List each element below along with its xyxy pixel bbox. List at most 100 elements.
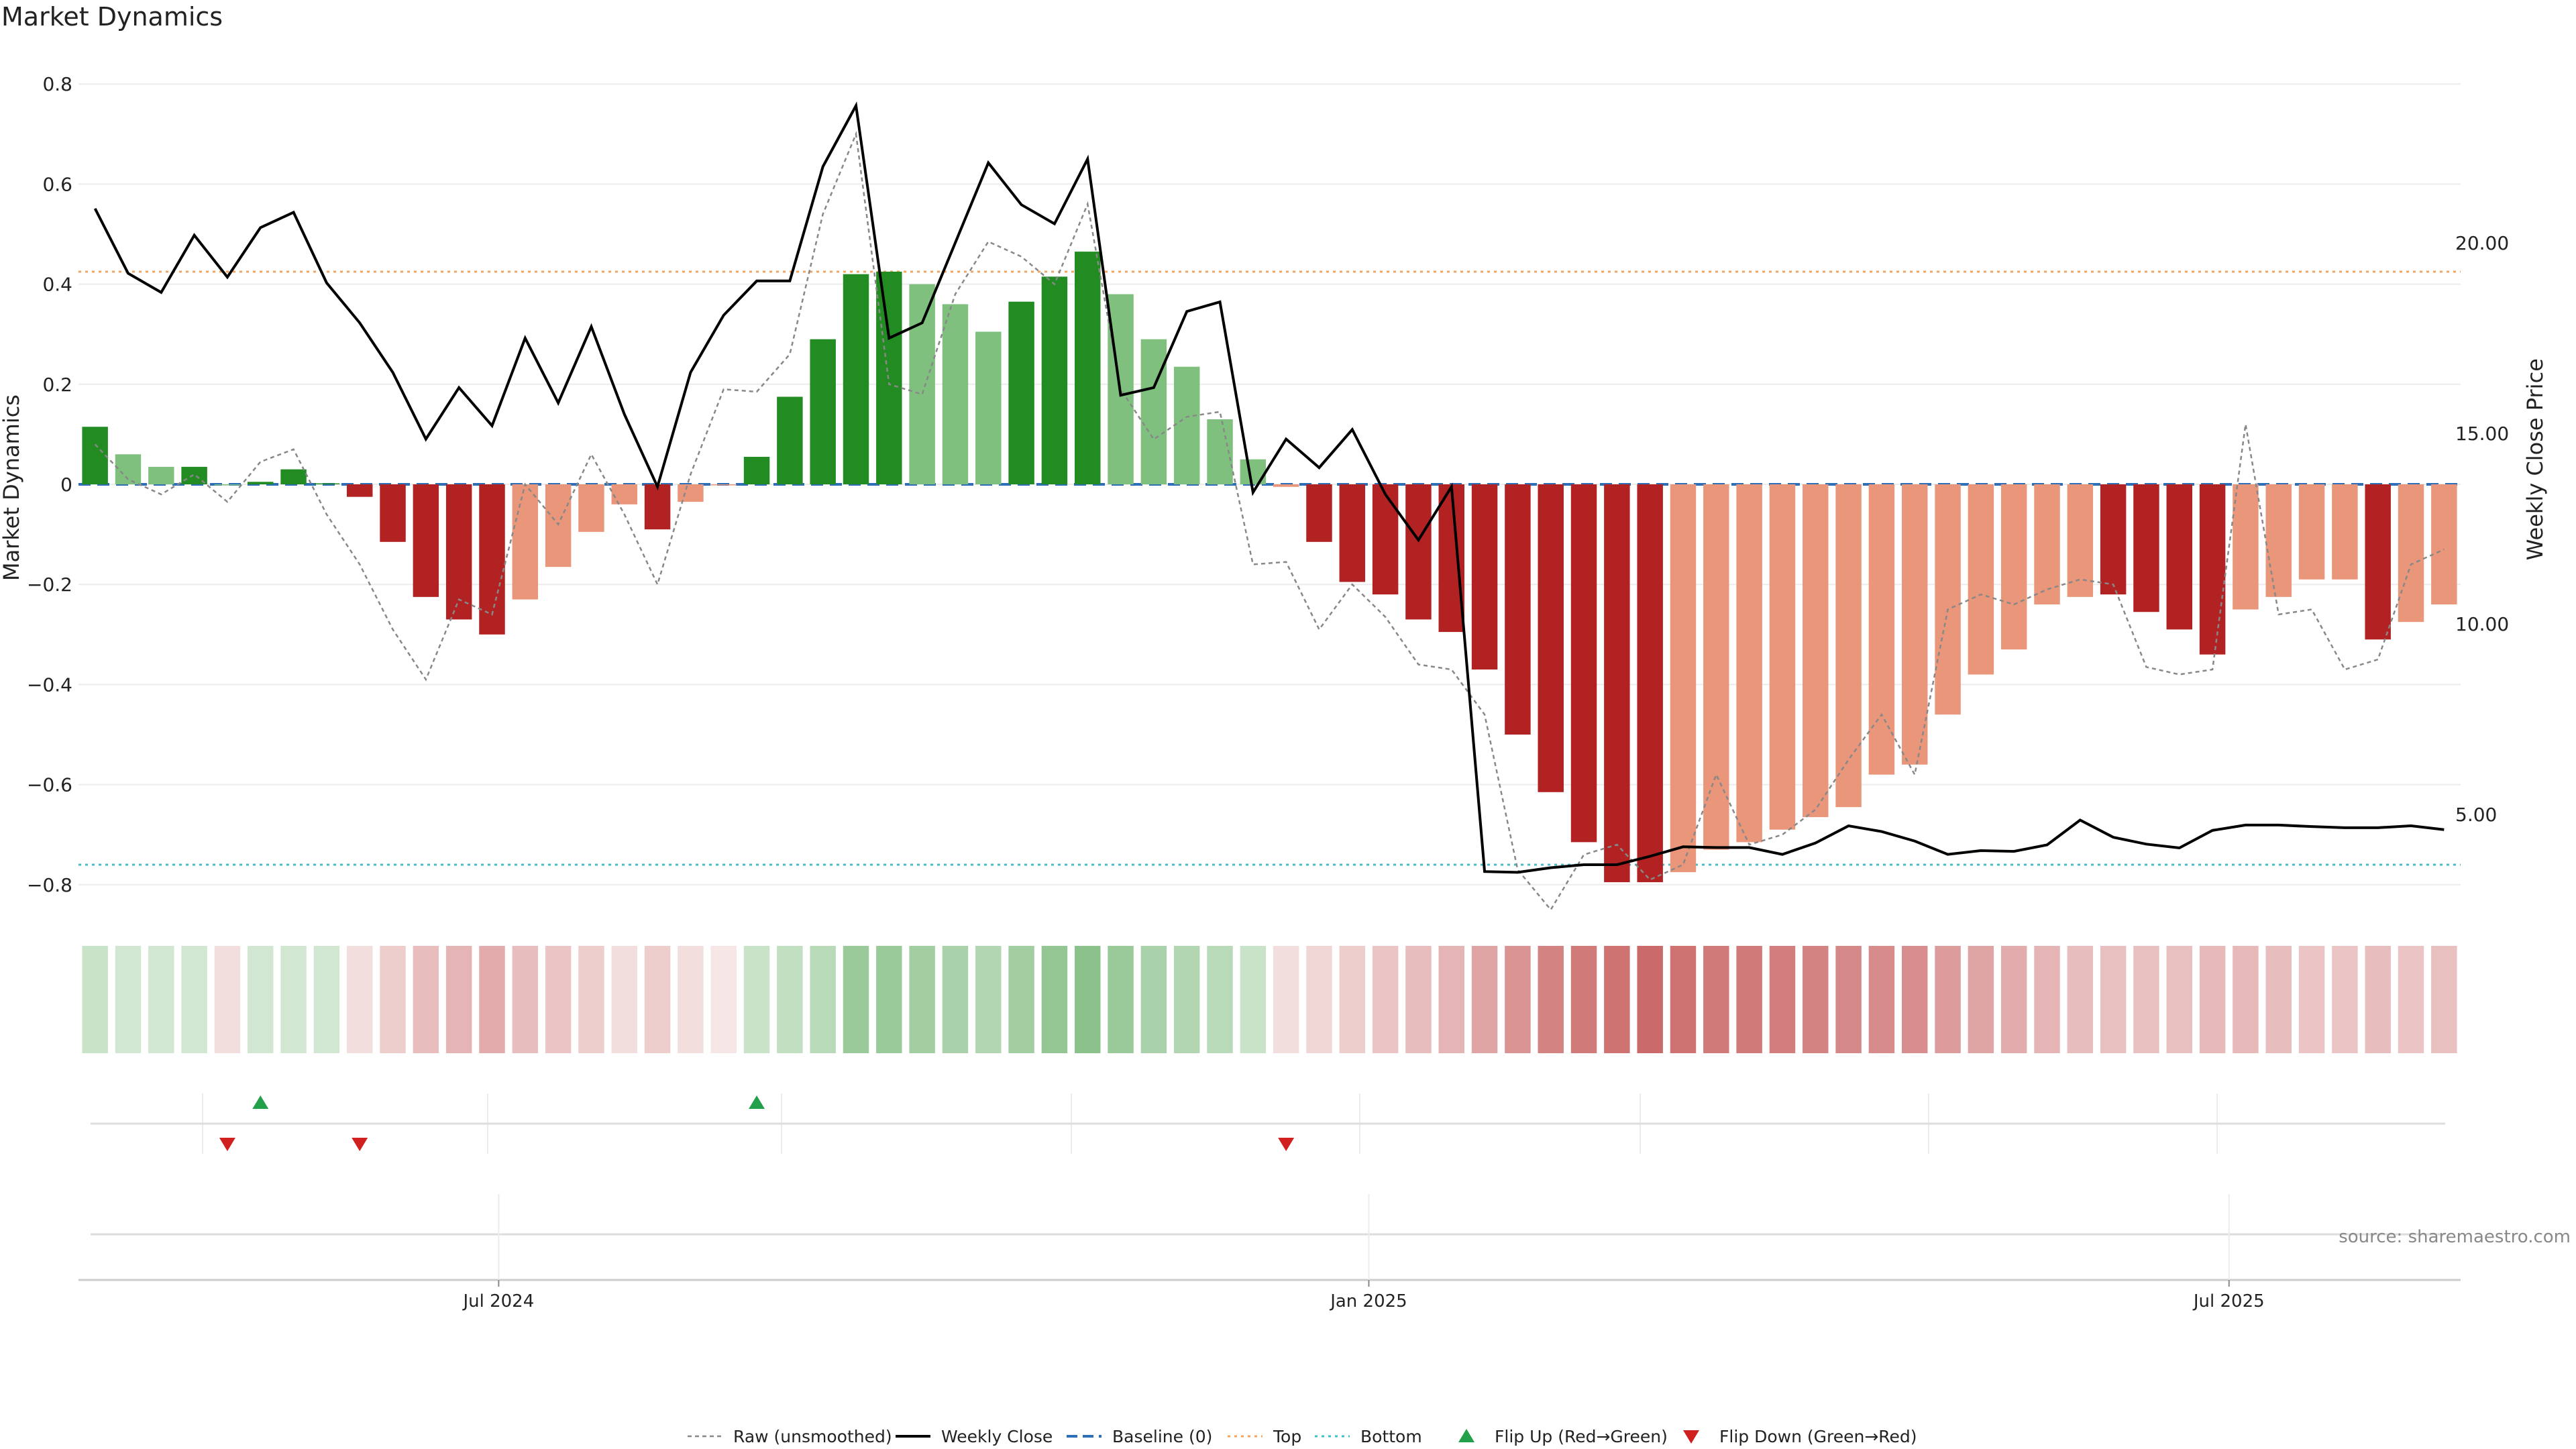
heat-cell [678,946,704,1053]
heat-cell [2431,946,2457,1053]
heat-cell [2133,946,2159,1053]
heat-cell [1438,946,1464,1053]
dynamics-bar [1604,484,1630,883]
dynamics-bar [1471,484,1498,670]
heat-cell [2332,946,2358,1053]
dynamics-bar [1273,484,1299,487]
legend-item-raw: Raw (unsmoothed) [688,1427,892,1446]
dynamics-bar [1935,484,1961,715]
heat-cell [479,946,505,1053]
right-tick-label: 5.00 [2455,804,2497,826]
heat-cell [512,946,539,1053]
legend-label: Bottom [1360,1427,1422,1446]
dynamics-bar [1868,484,1895,775]
dynamics-bar [1769,484,1796,830]
dynamics-bar [743,456,770,484]
heat-cell [1901,946,1928,1053]
heat-cell [843,946,869,1053]
heat-cell [1803,946,1829,1053]
reference-lines [78,270,2461,866]
raw-series [94,131,2445,912]
heat-cell [1108,946,1134,1053]
dynamics-bar [2365,484,2391,640]
dynamics-bar [909,284,935,484]
dynamics-bar [1173,366,1200,484]
right-axis-label: Weekly Close Price [2522,358,2548,560]
heat-cell [644,946,671,1053]
dynamics-bar [1835,484,1862,808]
heat-cell [1769,946,1796,1053]
dynamics-bar [248,482,274,484]
dynamics-bar [214,484,241,486]
dynamics-bar [1140,339,1167,484]
heat-cell [1835,946,1862,1053]
flip-down-marker [219,1138,235,1151]
heat-cell [578,946,604,1053]
legend-item-baseline: Baseline (0) [1067,1427,1212,1446]
left-tick-label: −0.2 [27,574,72,596]
dynamics-bar [1901,484,1928,765]
dynamics-bar [280,469,307,484]
dynamics-bar [2332,484,2358,580]
flip-up-marker [252,1095,269,1109]
dynamics-bar [346,484,373,497]
dynamics-bar [1570,484,1597,843]
weekly-close-series [93,101,2445,874]
right-tick-label: 20.00 [2455,232,2509,254]
right-axis: 5.00 10.00 15.00 20.00 Weekly Close Price [2455,232,2548,826]
dynamics-bar [512,484,539,600]
dynamics-bar [445,484,472,620]
heat-cell [181,946,207,1053]
dynamics-bar [1803,484,1829,818]
heat-cell [975,946,1002,1053]
x-tick-label: Jul 2025 [2192,1291,2265,1311]
dynamics-bar [413,484,439,597]
heat-cell [710,946,737,1053]
dynamics-bar [2265,484,2292,597]
heat-cell [743,946,770,1053]
heat-cell [1868,946,1895,1053]
heat-cell [380,946,406,1053]
heat-cell [1570,946,1597,1053]
heat-cell [115,946,142,1053]
heat-cell [1736,946,1762,1053]
dynamics-bar [1736,484,1762,843]
heat-cell [942,946,969,1053]
dynamics-bar [1703,484,1729,850]
dynamics-bar [1405,484,1432,620]
legend-item-top: Top [1228,1427,1301,1446]
heat-cell [2000,946,2027,1053]
source-note: source: sharemaestro.com [2339,1227,2571,1247]
flip-up-marker [749,1095,765,1109]
heat-cell [1703,946,1729,1053]
heat-cell [1670,946,1697,1053]
heat-cell [876,946,902,1053]
dynamics-bar [2298,484,2325,580]
dynamics-bar [843,274,869,484]
heat-cell [1471,946,1498,1053]
dynamics-bar [975,331,1002,484]
left-tick-label: 0.8 [42,73,72,95]
dynamics-bar [678,484,704,502]
heat-cell [445,946,472,1053]
dynamics-bar [1372,484,1399,595]
dynamics-bar [1670,484,1697,873]
dynamics-bar [1008,301,1034,484]
flip-down-marker [1278,1138,1295,1151]
x-axis: Jul 2024 Jan 2025 Jul 2025 [78,1194,2461,1311]
dynamics-bar [611,484,638,504]
dynamics-bar [777,396,803,484]
raw-line [94,131,2445,912]
heat-cell [1306,946,1332,1053]
heat-cell [2166,946,2193,1053]
dynamics-bar [1968,484,1994,675]
flip-markers-panel [91,1093,2445,1154]
heat-cell [82,946,108,1053]
dynamics-bar [1240,459,1267,484]
legend-item-flip_down: Flip Down (Green→Red) [1683,1427,1917,1446]
heat-cell [1604,946,1630,1053]
dynamics-bar [380,484,406,542]
heat-cell [611,946,638,1053]
heat-cell [1075,946,1101,1053]
